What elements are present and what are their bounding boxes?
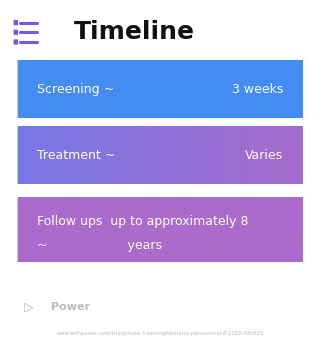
FancyBboxPatch shape xyxy=(18,198,302,262)
Text: 3 weeks: 3 weeks xyxy=(232,83,283,96)
Text: Treatment ~: Treatment ~ xyxy=(37,149,115,162)
Text: ▷: ▷ xyxy=(24,301,34,314)
FancyBboxPatch shape xyxy=(13,20,18,25)
FancyBboxPatch shape xyxy=(13,39,18,45)
Text: Varies: Varies xyxy=(245,149,283,162)
FancyBboxPatch shape xyxy=(18,61,302,118)
Text: Timeline: Timeline xyxy=(74,20,195,44)
Text: Follow ups  up to approximately 8: Follow ups up to approximately 8 xyxy=(37,215,248,228)
Text: Power: Power xyxy=(51,302,90,312)
Text: ~                    years: ~ years xyxy=(37,239,162,252)
FancyBboxPatch shape xyxy=(18,127,302,184)
Text: www.withpower.com/trial/phase-3-hemoglobinuria-paroxysmal-8-2020-58cd15: www.withpower.com/trial/phase-3-hemoglob… xyxy=(56,331,264,336)
Text: Screening ~: Screening ~ xyxy=(37,83,114,96)
FancyBboxPatch shape xyxy=(13,29,18,35)
